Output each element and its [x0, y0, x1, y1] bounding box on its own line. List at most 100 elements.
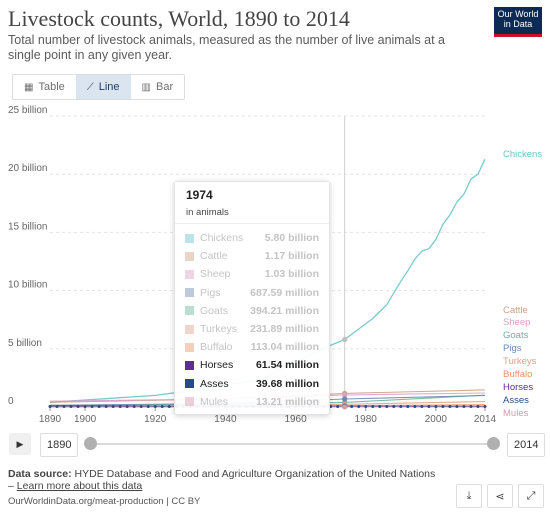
tooltip-series-value: 61.54 million — [255, 359, 319, 372]
owid-logo[interactable]: Our World in Data — [494, 7, 542, 37]
hover-tooltip: 1974 in animals Chickens 5.80 billion Catt… — [174, 181, 330, 415]
series-end-label: Horses — [503, 382, 533, 393]
tooltip-series-value: 394.21 million — [250, 304, 319, 317]
x-tick-label: 1920 — [144, 414, 167, 425]
play-icon: ▶ — [16, 438, 24, 449]
tooltip-swatch — [185, 379, 194, 389]
asses-point — [167, 405, 171, 409]
tooltip-swatch — [185, 233, 194, 243]
series-end-label: Pigs — [503, 343, 522, 354]
tooltip-series-value: 39.68 million — [255, 377, 319, 390]
asses-point — [455, 405, 459, 409]
asses-point — [392, 405, 396, 409]
asses-point — [364, 405, 368, 409]
asses-point — [139, 405, 143, 409]
timeline-track[interactable] — [90, 443, 492, 445]
tooltip-series-value: 113.04 million — [250, 341, 319, 354]
tooltip-series-value: 231.89 million — [250, 323, 319, 336]
asses-point — [62, 405, 66, 409]
tooltip-row: Turkeys 231.89 million — [175, 320, 329, 338]
tooltip-swatch — [185, 269, 194, 279]
tooltip-row: Sheep 1.03 billion — [175, 265, 329, 283]
tooltip-row: Mules 13.21 million — [175, 393, 329, 411]
y-tick-label: 0 — [8, 396, 14, 407]
tooltip-swatch — [185, 360, 194, 370]
tooltip-series-value: 5.80 billion — [264, 232, 319, 245]
x-tick-label: 1940 — [214, 414, 237, 425]
y-tick-label: 20 billion — [8, 163, 47, 174]
asses-point — [462, 405, 466, 409]
end-handle[interactable] — [487, 437, 500, 450]
series-end-label: Turkeys — [503, 356, 537, 367]
y-tick-label: 10 billion — [8, 280, 47, 291]
asses-point — [399, 405, 403, 409]
asses-point — [336, 405, 340, 409]
asses-point — [483, 405, 487, 409]
asses-point — [413, 405, 417, 409]
fullscreen-button[interactable]: ⤢ — [518, 484, 544, 508]
tab-table-label: Table — [38, 81, 65, 93]
series-end-label: Asses — [503, 395, 529, 406]
tooltip-series-name: Chickens — [200, 232, 244, 245]
asses-point — [118, 405, 122, 409]
tab-bar[interactable]: ▥ Bar — [131, 75, 185, 99]
asses-point — [385, 405, 389, 409]
asses-point — [125, 405, 129, 409]
tooltip-series-name: Horses — [200, 359, 234, 372]
tab-bar-label: Bar — [156, 81, 174, 93]
x-tick-label: 1980 — [355, 414, 378, 425]
tab-line[interactable]: ⟋ Line — [75, 75, 131, 99]
tooltip-series-name: Asses — [200, 377, 229, 390]
asses-point — [104, 405, 108, 409]
tooltip-row: Asses 39.68 million — [175, 375, 329, 393]
asses-point — [132, 405, 136, 409]
tooltip-rows: Chickens 5.80 billion Cattle 1.17 billion Sh… — [175, 224, 329, 411]
line-chart[interactable]: 0 5 billion 10 billion 15 billion 20 billion… — [0, 105, 550, 427]
tooltip-series-value: 687.59 million — [250, 286, 319, 299]
tooltip-series-name: Mules — [200, 395, 229, 408]
asses-point — [448, 405, 452, 409]
asses-point — [48, 405, 52, 409]
tab-line-label: Line — [98, 81, 120, 93]
share-button[interactable]: ⋖ — [487, 484, 513, 508]
action-buttons: ⤓ ⋖ ⤢ — [456, 484, 544, 508]
download-icon: ⤓ — [466, 489, 472, 502]
download-button[interactable]: ⤓ — [456, 484, 482, 508]
asses-point — [55, 405, 59, 409]
asses-point — [97, 405, 101, 409]
series-end-label: Goats — [503, 330, 529, 341]
asses-point — [153, 405, 157, 409]
y-tick-label: 15 billion — [8, 221, 47, 232]
tooltip-swatch — [185, 288, 194, 298]
asses-point — [434, 405, 438, 409]
asses-point — [378, 405, 382, 409]
learn-more-link[interactable]: Learn more about this data — [16, 480, 143, 492]
asses-point — [469, 405, 473, 409]
table-icon: ▦ — [24, 81, 34, 93]
tooltip-row: Goats 394.21 million — [175, 302, 329, 320]
tooltip-series-name: Goats — [200, 304, 229, 317]
tab-table[interactable]: ▦ Table — [13, 75, 76, 99]
series-end-label: Sheep — [503, 317, 530, 328]
tooltip-year: 1974 — [186, 188, 213, 202]
end-year-box[interactable]: 2014 — [507, 433, 546, 457]
fullscreen-icon: ⤢ — [526, 489, 536, 502]
start-handle[interactable] — [84, 437, 97, 450]
source-label: Data source: — [8, 468, 72, 480]
tooltip-row: Pigs 687.59 million — [175, 284, 329, 302]
tooltip-series-value: 13.21 million — [255, 395, 319, 408]
asses-point — [406, 405, 410, 409]
chart-title: Livestock counts, World, 1890 to 2014 — [8, 6, 350, 31]
tooltip-series-name: Cattle — [200, 250, 228, 263]
play-button[interactable]: ▶ — [9, 433, 31, 455]
asses-point — [69, 405, 73, 409]
view-tabs: ▦ Table ⟋ Line ▥ Bar — [12, 74, 186, 100]
start-year-box[interactable]: 1890 — [40, 433, 79, 457]
asses-point — [83, 405, 87, 409]
tooltip-swatch — [185, 324, 194, 334]
share-icon: ⋖ — [495, 490, 505, 503]
footer-url[interactable]: OurWorldinData.org/meat-production | CC … — [8, 496, 201, 507]
asses-point — [160, 405, 164, 409]
line-chart-icon: ⟋ — [86, 81, 94, 93]
asses-point — [420, 405, 424, 409]
